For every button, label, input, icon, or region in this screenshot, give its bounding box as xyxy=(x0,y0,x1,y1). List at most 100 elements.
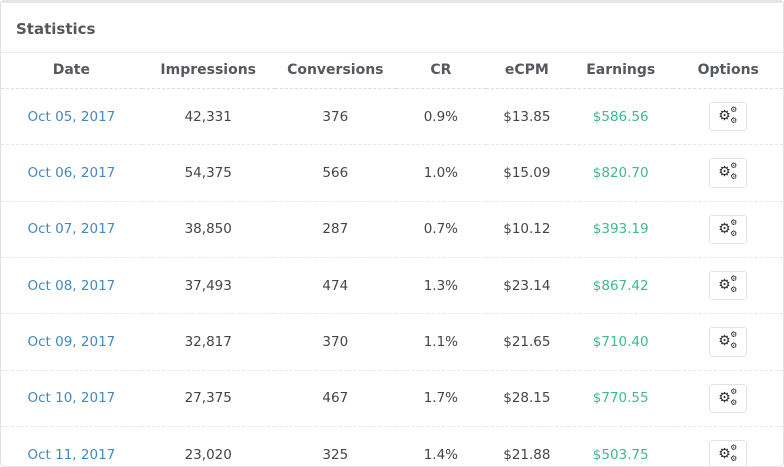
earnings-cell: $503.75 xyxy=(567,425,674,466)
column-header-ecpm: eCPM xyxy=(485,53,568,89)
date-cell: Oct 10, 2017 xyxy=(1,369,142,427)
options-cell: ⚙ ⚙ ⚙ xyxy=(673,425,783,466)
options-button[interactable]: ⚙ ⚙ ⚙ xyxy=(709,214,748,244)
options-cell: ⚙ ⚙ ⚙ xyxy=(673,313,783,371)
table-row: Oct 10, 2017 27,375 467 1.7% $28.15 $770.55 ⚙ ⚙… xyxy=(1,369,783,427)
gear-glyph: ⚙ xyxy=(718,275,731,292)
options-cell: ⚙ ⚙ ⚙ xyxy=(673,89,783,145)
date-link[interactable]: Oct 08, 2017 xyxy=(27,277,116,294)
conversions-cell: 467 xyxy=(274,369,396,427)
gear-glyph: ⚙ xyxy=(730,330,738,340)
gear-glyph: ⚙ xyxy=(730,397,738,407)
date-link[interactable]: Oct 11, 2017 xyxy=(27,446,116,463)
options-button[interactable]: ⚙ ⚙ ⚙ xyxy=(709,270,748,301)
gears-icon: ⚙ ⚙ ⚙ xyxy=(718,161,738,182)
statistics-table: Date Impressions Conversions CR eCPM Earnings… xyxy=(1,53,783,466)
options-button[interactable]: ⚙ ⚙ ⚙ xyxy=(709,102,748,132)
date-link[interactable]: Oct 07, 2017 xyxy=(27,221,116,238)
options-button[interactable]: ⚙ ⚙ ⚙ xyxy=(709,439,748,466)
cr-cell: 1.0% xyxy=(395,144,486,202)
options-cell: ⚙ ⚙ ⚙ xyxy=(673,256,783,314)
table-row: Oct 09, 2017 32,817 370 1.1% $21.65 $710.40 ⚙ ⚙… xyxy=(1,313,783,371)
options-cell: ⚙ ⚙ ⚙ xyxy=(673,144,783,202)
earnings-cell: $586.56 xyxy=(592,108,649,125)
column-header-conversions: Conversions xyxy=(274,53,396,89)
gears-icon: ⚙ ⚙ ⚙ xyxy=(718,386,738,407)
gear-glyph: ⚙ xyxy=(718,388,731,405)
options-cell: ⚙ ⚙ ⚙ xyxy=(673,369,783,427)
column-header-earnings: Earnings xyxy=(567,53,674,89)
ecpm-cell: $23.14 xyxy=(485,256,568,314)
gears-icon: ⚙ ⚙ ⚙ xyxy=(718,217,738,238)
ecpm-cell: $10.12 xyxy=(485,200,568,258)
gears-icon: ⚙ ⚙ ⚙ xyxy=(718,273,738,294)
impressions-cell: 54,375 xyxy=(141,144,275,202)
cr-cell: 1.7% xyxy=(395,369,486,427)
date-cell: Oct 06, 2017 xyxy=(1,144,142,202)
panel-title: Statistics xyxy=(16,20,96,38)
conversions-cell: 376 xyxy=(322,108,349,125)
gears-icon: ⚙ ⚙ ⚙ xyxy=(718,106,738,125)
date-link[interactable]: Oct 05, 2017 xyxy=(27,108,116,125)
gear-glyph: ⚙ xyxy=(718,444,731,461)
date-cell: Oct 08, 2017 xyxy=(1,256,142,314)
date-link[interactable]: Oct 10, 2017 xyxy=(27,390,116,407)
cr-cell: 1.1% xyxy=(395,313,486,371)
gear-glyph: ⚙ xyxy=(718,332,731,349)
ecpm-cell: $28.15 xyxy=(485,369,568,427)
gear-glyph: ⚙ xyxy=(730,442,738,452)
gear-glyph: ⚙ xyxy=(730,172,738,182)
earnings-cell: $820.70 xyxy=(567,144,674,202)
impressions-cell: 23,020 xyxy=(141,425,275,466)
table-row: Oct 06, 2017 54,375 566 1.0% $15.09 $820.70 ⚙ ⚙… xyxy=(1,144,783,202)
gear-glyph: ⚙ xyxy=(730,273,738,283)
gear-glyph: ⚙ xyxy=(730,386,738,396)
gear-glyph: ⚙ xyxy=(718,107,731,123)
gear-glyph: ⚙ xyxy=(718,163,731,180)
ecpm-cell: $15.09 xyxy=(485,144,568,202)
impressions-cell: 27,375 xyxy=(141,369,275,427)
table-row: Oct 07, 2017 38,850 287 0.7% $10.12 $393.19 ⚙ ⚙… xyxy=(1,200,783,258)
gear-glyph: ⚙ xyxy=(718,219,731,236)
date-cell: Oct 05, 2017 xyxy=(1,89,142,145)
cr-cell: 0.7% xyxy=(395,200,486,258)
impressions-cell: 38,850 xyxy=(141,200,275,258)
ecpm-cell: $21.88 xyxy=(485,425,568,466)
table-body: Oct 05, 2017 42,331 376 0.9% $13.85 $586.56 ⚙ ⚙… xyxy=(1,89,783,466)
table-row: Oct 05, 2017 42,331 376 0.9% $13.85 $586.56 ⚙ ⚙… xyxy=(1,89,783,145)
cr-cell: 0.9% xyxy=(423,108,458,125)
table-row: Oct 11, 2017 23,020 325 1.4% $21.88 $503.75 ⚙ ⚙… xyxy=(1,425,783,466)
impressions-cell: 32,817 xyxy=(141,313,275,371)
ecpm-cell: $21.65 xyxy=(485,313,568,371)
ecpm-cell: $13.85 xyxy=(503,108,551,125)
options-button[interactable]: ⚙ ⚙ ⚙ xyxy=(709,327,748,357)
gear-glyph: ⚙ xyxy=(730,341,738,351)
options-button[interactable]: ⚙ ⚙ ⚙ xyxy=(709,383,748,413)
conversions-cell: 325 xyxy=(274,425,396,466)
impressions-cell: 37,493 xyxy=(141,256,275,314)
gears-icon: ⚙ ⚙ ⚙ xyxy=(718,330,738,351)
impressions-cell: 42,331 xyxy=(184,108,232,125)
conversions-cell: 566 xyxy=(274,144,396,202)
date-link[interactable]: Oct 09, 2017 xyxy=(27,333,116,350)
cr-cell: 1.3% xyxy=(395,256,486,314)
cr-cell: 1.4% xyxy=(395,425,486,466)
column-header-date: Date xyxy=(1,53,142,89)
conversions-cell: 370 xyxy=(274,313,396,371)
earnings-cell: $710.40 xyxy=(567,313,674,371)
gear-glyph: ⚙ xyxy=(730,116,738,125)
earnings-cell: $770.55 xyxy=(567,369,674,427)
conversions-cell: 474 xyxy=(274,256,396,314)
gear-glyph: ⚙ xyxy=(730,161,738,171)
gear-glyph: ⚙ xyxy=(730,453,738,463)
date-cell: Oct 11, 2017 xyxy=(1,425,142,466)
column-header-options: Options xyxy=(673,53,783,89)
gear-glyph: ⚙ xyxy=(730,217,738,227)
conversions-cell: 287 xyxy=(274,200,396,258)
options-button[interactable]: ⚙ ⚙ ⚙ xyxy=(709,158,748,188)
gear-glyph: ⚙ xyxy=(730,284,738,294)
gear-glyph: ⚙ xyxy=(730,228,738,238)
date-link[interactable]: Oct 06, 2017 xyxy=(27,164,116,181)
column-header-impressions: Impressions xyxy=(141,53,275,89)
